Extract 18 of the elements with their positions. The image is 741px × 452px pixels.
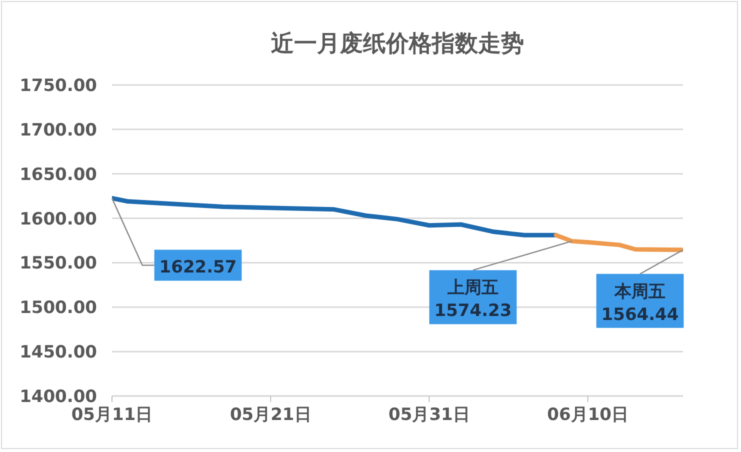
y-tick-label: 1650.00 — [20, 164, 98, 185]
y-tick-label: 1700.00 — [20, 120, 98, 140]
y-tick-label: 1450.00 — [20, 342, 98, 363]
x-tick-label: 05月11日 — [71, 405, 153, 426]
annotation: 上周五 1574.23 — [434, 278, 512, 322]
y-tick-label: 1550.00 — [20, 254, 98, 274]
line-series — [112, 196, 558, 238]
y-tick-label: 1500.00 — [20, 298, 98, 318]
x-tick-label: 05月31日 — [388, 405, 470, 426]
line-series — [554, 232, 683, 252]
y-tick-label: 1750.00 — [20, 76, 98, 96]
x-tick-label: 06月10日 — [547, 405, 628, 426]
annotation: 1622.57 — [159, 258, 237, 278]
x-tick-label: 05月21日 — [230, 405, 312, 426]
chart-title: 近一月废纸价格指数走势 — [270, 30, 525, 59]
annotation: 本周五 1564.44 — [601, 282, 679, 325]
y-tick-label: 1600.00 — [20, 209, 98, 230]
y-tick-label: 1400.00 — [20, 387, 98, 408]
